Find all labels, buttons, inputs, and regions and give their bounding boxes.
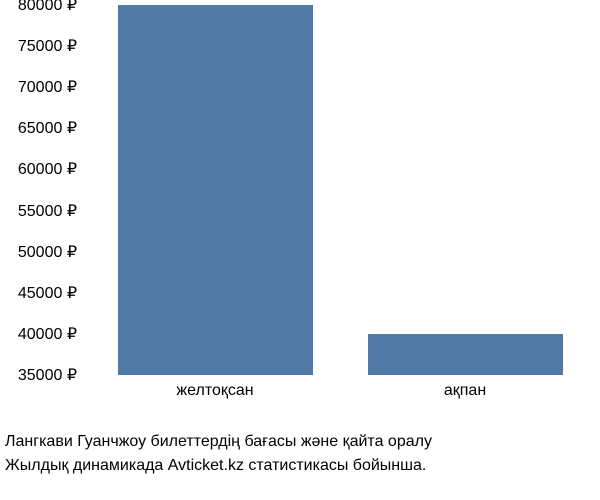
y-tick-label: 60000 ₽ bbox=[18, 159, 77, 179]
chart-container: 80000 ₽ 75000 ₽ 70000 ₽ 65000 ₽ 60000 ₽ 55000… bbox=[0, 0, 600, 410]
y-tick-label: 45000 ₽ bbox=[18, 283, 77, 303]
y-tick-label: 65000 ₽ bbox=[18, 118, 77, 138]
bar bbox=[118, 5, 313, 375]
x-axis-label: ақпан bbox=[444, 382, 486, 400]
caption-line-2: Жылдық динамикада Avticket.kz статистика… bbox=[5, 454, 432, 478]
y-axis: 80000 ₽75000 ₽70000 ₽65000 ₽60000 ₽55000… bbox=[0, 5, 85, 375]
x-axis: желтоқсан ақпан bbox=[90, 382, 590, 412]
y-tick-label: 35000 ₽ bbox=[18, 365, 77, 385]
y-tick-label: 80000 ₽ bbox=[18, 0, 77, 15]
y-tick-label: 50000 ₽ bbox=[18, 242, 77, 262]
plot-area bbox=[90, 5, 590, 375]
caption-line-1: Лангкави Гуанчжоу билеттердің бағасы жән… bbox=[5, 430, 432, 454]
y-tick-label: 40000 ₽ bbox=[18, 324, 77, 344]
y-tick-label: 70000 ₽ bbox=[18, 77, 77, 97]
chart-caption: Лангкави Гуанчжоу билеттердің бағасы жән… bbox=[5, 430, 432, 478]
bar bbox=[368, 334, 563, 375]
x-axis-label: желтоқсан bbox=[176, 382, 253, 400]
y-tick-label: 55000 ₽ bbox=[18, 201, 77, 221]
y-tick-label: 75000 ₽ bbox=[18, 36, 77, 56]
